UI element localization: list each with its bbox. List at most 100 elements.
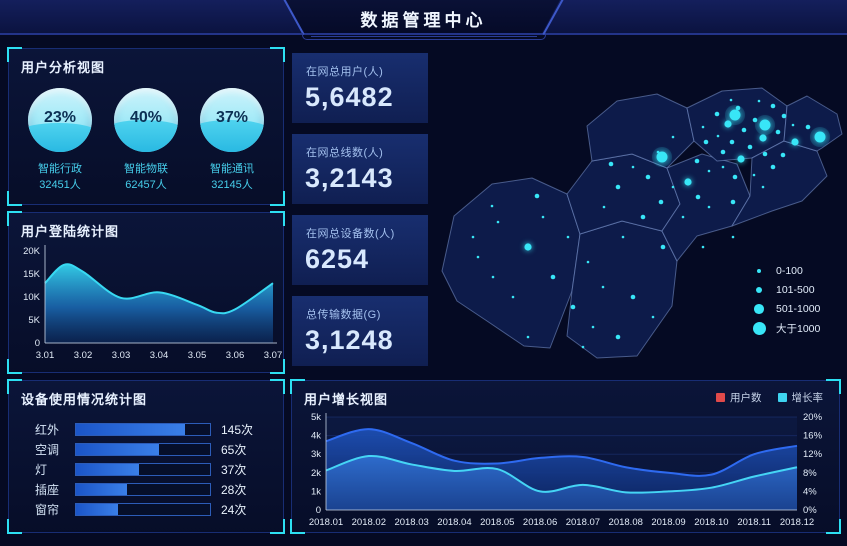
legend-dot-icon — [752, 302, 766, 316]
growth-chart-legend: 用户数 增长率 — [716, 390, 823, 405]
corner-bracket-icon — [7, 359, 22, 374]
bar-track — [75, 462, 211, 476]
svg-text:3.06: 3.06 — [226, 350, 245, 361]
title-plate-base — [302, 33, 546, 40]
bar-value: 37次 — [221, 462, 247, 477]
legend-label: 101-500 — [776, 284, 815, 296]
liquid-gauge: 23% — [28, 88, 92, 152]
corner-bracket-icon — [270, 359, 285, 374]
stat-label: 在网总设备数(人) — [306, 228, 395, 240]
bar-track — [75, 482, 211, 496]
bar-label: 窗帘 — [35, 502, 60, 517]
liquid-gauges: 23% 智能行政 32451人 40% 智能物联 62457人 37% 智能通讯 32… — [9, 76, 283, 193]
title-plate — [286, 0, 560, 33]
svg-text:3.03: 3.03 — [112, 350, 131, 361]
bar-value: 145次 — [221, 422, 254, 437]
svg-text:12%: 12% — [803, 449, 823, 460]
province-map — [441, 87, 843, 359]
bar-value: 65次 — [221, 442, 247, 457]
gauge-percent: 37% — [215, 109, 249, 127]
svg-text:2018.10: 2018.10 — [694, 517, 728, 528]
svg-text:2018.03: 2018.03 — [394, 517, 428, 528]
legend-label: 大于1000 — [776, 322, 821, 335]
svg-text:2018.08: 2018.08 — [609, 517, 643, 528]
svg-text:3.01: 3.01 — [36, 350, 55, 361]
svg-text:4%: 4% — [803, 486, 817, 497]
corner-bracket-icon — [7, 211, 22, 226]
svg-text:3k: 3k — [311, 449, 321, 460]
bar-row: 插座 28次 — [35, 479, 267, 499]
panel-user-growth: 用户增长视图 用户数 增长率 0 0% 1k 4% 2k 8% 3k 12% 4k 16% 5k 20… — [290, 379, 841, 534]
svg-text:2018.05: 2018.05 — [480, 517, 514, 528]
stat-value: 3,2143 — [305, 163, 394, 193]
map-legend-item: 大于1000 — [752, 321, 820, 335]
svg-text:4k: 4k — [311, 431, 321, 442]
panel-login-stats: 用户登陆统计图 0 5K 10K 15K 20K 3.01 3.02 3.03 3.04 3.05… — [7, 211, 285, 374]
bar-label: 红外 — [35, 422, 60, 437]
corner-bracket-icon — [270, 211, 285, 226]
svg-text:10K: 10K — [23, 292, 41, 303]
bar-fill — [76, 463, 139, 475]
svg-text:2018.01: 2018.01 — [309, 517, 343, 528]
legend-dot-icon — [752, 283, 766, 297]
svg-text:16%: 16% — [803, 431, 823, 442]
bar-row: 窗帘 24次 — [35, 499, 267, 519]
corner-bracket-icon — [7, 379, 22, 394]
svg-text:2018.02: 2018.02 — [352, 517, 386, 528]
gauge-percent: 23% — [43, 109, 77, 127]
water-fill — [200, 120, 264, 152]
liquid-gauge: 40% — [114, 88, 178, 152]
corner-bracket-icon — [7, 191, 22, 206]
map-scatter-dots — [471, 98, 830, 349]
bar-track — [75, 502, 211, 516]
corner-bracket-icon — [826, 519, 841, 534]
legend-swatch-icon — [716, 393, 725, 402]
page-title: 数据管理中心 — [360, 11, 487, 30]
corner-bracket-icon — [826, 379, 841, 394]
bar-label: 插座 — [35, 482, 60, 497]
svg-text:2018.09: 2018.09 — [651, 517, 685, 528]
bar-track — [75, 422, 211, 436]
corner-bracket-icon — [270, 379, 285, 394]
svg-text:3.07: 3.07 — [264, 350, 283, 361]
bar-value: 28次 — [221, 482, 247, 497]
bar-label: 空调 — [35, 442, 60, 457]
gauge-caption: 智能物联 62457人 — [124, 163, 168, 191]
map-region: 0-100 101-500 501-1000 大于1000 — [432, 46, 847, 376]
gauge-percent: 40% — [129, 109, 163, 127]
map-legend-item: 501-1000 — [752, 302, 820, 316]
gauge-caption: 智能行政 32451人 — [38, 163, 82, 191]
stat-label: 在网总用户(人) — [306, 66, 384, 78]
svg-text:1k: 1k — [311, 486, 321, 497]
svg-text:2018.04: 2018.04 — [437, 517, 471, 528]
legend-label: 501-1000 — [776, 303, 821, 315]
svg-text:8%: 8% — [803, 468, 817, 479]
svg-text:3.02: 3.02 — [74, 350, 93, 361]
map-legend-item: 101-500 — [752, 283, 820, 297]
corner-bracket-icon — [290, 379, 305, 394]
panel-device-usage: 设备使用情况统计图 红外 145次 空调 65次灯 37次 插座 28次 窗帘 — [7, 379, 285, 534]
gauge-item: 40% 智能物联 62457人 — [105, 88, 187, 193]
stat-card: 在网总设备数(人) 6254 — [292, 215, 428, 285]
bar-row: 红外 145次 — [35, 419, 267, 439]
legend-item[interactable]: 用户数 — [716, 390, 762, 405]
legend-swatch-icon — [777, 393, 787, 402]
svg-text:15K: 15K — [23, 269, 41, 280]
svg-text:0: 0 — [316, 505, 321, 516]
bar-label: 灯 — [35, 462, 48, 477]
svg-text:0%: 0% — [803, 505, 817, 516]
svg-text:5k: 5k — [311, 412, 321, 423]
stat-label: 总传输数据(G) — [306, 309, 381, 321]
growth-area-chart: 0 0% 1k 4% 2k 8% 3k 12% 4k 16% 5k 20% 2018.01 2018.02… — [309, 412, 823, 528]
legend-item[interactable]: 增长率 — [777, 390, 824, 405]
bar-fill — [76, 423, 185, 435]
map-legend: 0-100 101-500 501-1000 大于1000 — [752, 264, 820, 340]
svg-text:3.05: 3.05 — [188, 350, 207, 361]
legend-label: 增长率 — [791, 392, 824, 404]
svg-text:2018.12: 2018.12 — [780, 517, 814, 528]
gauge-caption: 智能通讯 32145人 — [210, 163, 254, 191]
bar-track — [75, 442, 211, 456]
corner-bracket-icon — [270, 47, 285, 62]
stat-value: 5,6482 — [305, 82, 394, 112]
